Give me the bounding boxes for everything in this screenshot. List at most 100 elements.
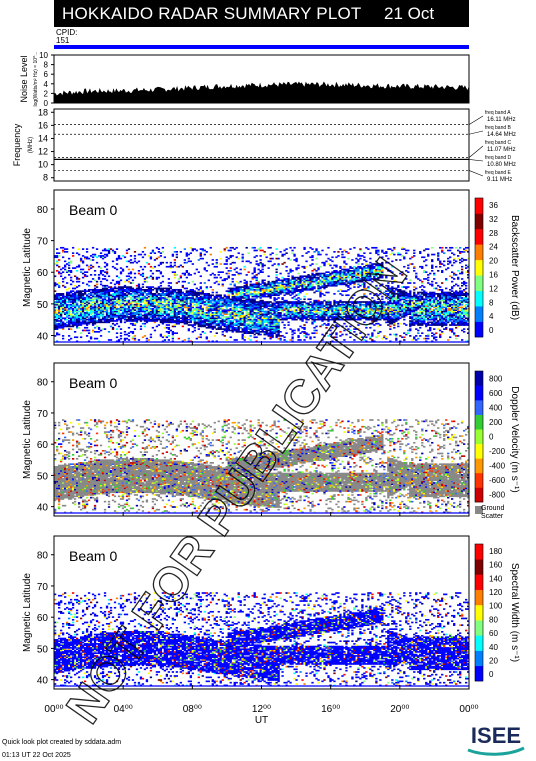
heatmap-cell [172, 326, 174, 328]
heatmap-cell [279, 301, 281, 303]
heatmap-cell [78, 327, 80, 329]
heatmap-cell [178, 266, 180, 268]
heatmap-cell [132, 288, 134, 290]
heatmap-cell [248, 331, 250, 333]
heatmap-cell [120, 267, 122, 269]
heatmap-cell [78, 278, 80, 280]
heatmap-cell [90, 289, 92, 291]
heatmap-cell [174, 320, 176, 322]
heatmap-cell [186, 262, 188, 264]
heatmap-cell [112, 288, 114, 290]
heatmap-cell [271, 252, 273, 254]
heatmap-cell [317, 267, 319, 269]
heatmap-cell [242, 289, 244, 291]
heatmap-cell [325, 285, 327, 287]
heatmap-cell [216, 292, 218, 294]
heatmap-cell [319, 266, 321, 268]
heatmap-cell [136, 311, 138, 313]
heatmap-cell [112, 293, 114, 295]
heatmap-cell [212, 303, 214, 305]
heatmap-cell [240, 281, 242, 283]
heatmap-cell [146, 293, 148, 295]
heatmap-cell [78, 285, 80, 287]
heatmap-cell [269, 282, 271, 284]
heatmap-cell [246, 247, 248, 249]
heatmap-cell [224, 263, 226, 265]
heatmap-cell [283, 278, 285, 280]
noise-ytick-label: 8 [44, 61, 49, 70]
heatmap-cell [166, 336, 168, 338]
heatmap-cell [313, 330, 315, 332]
heatmap-cell [184, 293, 186, 295]
heatmap-cell [170, 315, 172, 317]
heatmap-cell [277, 278, 279, 280]
heatmap-cell [154, 252, 156, 254]
heatmap-cell [327, 307, 329, 309]
heatmap-cell [176, 292, 178, 294]
heatmap-cell [126, 334, 128, 336]
heatmap-cell [146, 313, 148, 315]
heatmap-cell [275, 271, 277, 273]
heatmap-cell [90, 316, 92, 318]
heatmap-cell [289, 247, 291, 249]
heatmap-cell [116, 258, 118, 260]
heatmap-cell [250, 324, 252, 326]
heatmap-cell [361, 255, 363, 257]
heatmap-cell [182, 292, 184, 294]
heatmap-cell [333, 265, 335, 267]
freq-band-pointer [469, 116, 483, 125]
heatmap-cell [212, 273, 214, 275]
heatmap-cell [281, 279, 283, 281]
heatmap-cell [58, 323, 60, 325]
heatmap-cell [94, 274, 96, 276]
heatmap-cell [110, 282, 112, 284]
heatmap-cell [84, 271, 86, 273]
heatmap-cell [62, 278, 64, 280]
heatmap-cell [90, 274, 92, 276]
heatmap-cell [198, 328, 200, 330]
heatmap-cell [102, 328, 104, 330]
heatmap-cell [116, 275, 118, 277]
heatmap-cell [351, 267, 353, 269]
heatmap-cell [92, 315, 94, 317]
heatmap-cell [250, 339, 252, 341]
heatmap-cell [96, 284, 98, 286]
heatmap-cell [134, 273, 136, 275]
heatmap-cell [283, 324, 285, 326]
heatmap-cell [210, 331, 212, 333]
heatmap-cell [120, 332, 122, 334]
heatmap-cell [283, 336, 285, 338]
heatmap-cell [331, 267, 333, 269]
heatmap-cell [130, 297, 132, 299]
heatmap-cell [132, 304, 134, 306]
heatmap-cell [315, 319, 317, 321]
heatmap-cell [134, 255, 136, 257]
heatmap-cell [222, 331, 224, 333]
heatmap-cell [148, 317, 150, 319]
heatmap-cell [267, 247, 269, 249]
heatmap-cell [118, 255, 120, 257]
heatmap-cell [68, 265, 70, 267]
heatmap-cell [186, 312, 188, 314]
heatmap-cell [351, 259, 353, 261]
heatmap-cell [226, 339, 228, 341]
heatmap-cell [315, 290, 317, 292]
heatmap-cell [186, 309, 188, 311]
heatmap-cell [168, 266, 170, 268]
heatmap-cell [80, 336, 82, 338]
heatmap-cell [311, 273, 313, 275]
heatmap-cell [347, 281, 349, 283]
heatmap-cell [295, 258, 297, 260]
heatmap-cell [96, 338, 98, 340]
heatmap-cell [311, 312, 313, 314]
heatmap-cell [144, 296, 146, 298]
heatmap-cell [230, 298, 232, 300]
heatmap-cell [327, 279, 329, 281]
heatmap-cell [349, 277, 351, 279]
heatmap-cell [287, 273, 289, 275]
heatmap-cell [230, 247, 232, 249]
heatmap-cell [190, 297, 192, 299]
heatmap-cell [275, 269, 277, 271]
heatmap-cell [92, 254, 94, 256]
heatmap-cell [128, 313, 130, 315]
